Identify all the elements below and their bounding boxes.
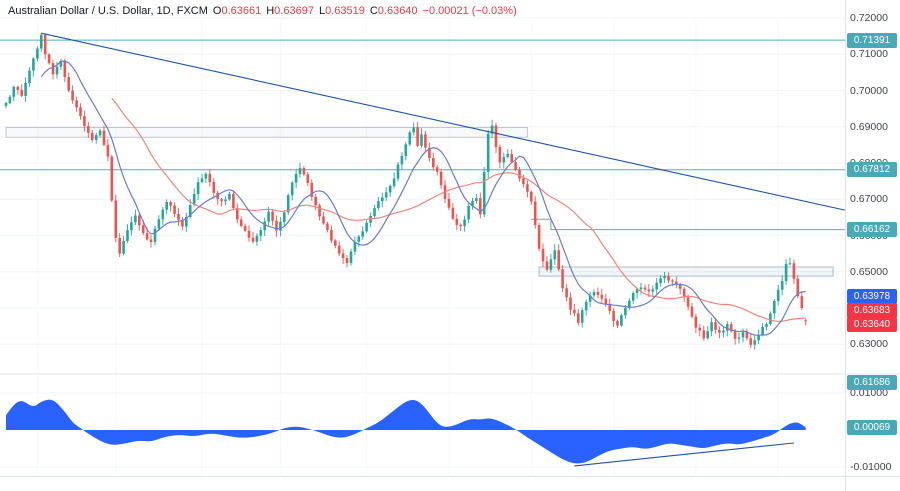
- price-tick-label: 0.69000: [850, 120, 888, 133]
- price-zones[interactable]: [5, 127, 834, 277]
- price-badge: 0.71391: [847, 32, 897, 48]
- price-tick-label: 0.63000: [850, 338, 888, 351]
- price-level-step-line: [531, 218, 845, 231]
- price-axis[interactable]: 0.720000.710000.700000.690000.680000.670…: [845, 0, 900, 491]
- oscillator-trendline[interactable]: [574, 442, 794, 467]
- open-value: 0.63661: [221, 5, 262, 17]
- price-badge: 0.61686: [847, 374, 897, 390]
- price-tick-label: 0.01000: [850, 387, 888, 399]
- low-value: 0.63519: [325, 5, 365, 17]
- zone-rectangle: [538, 266, 834, 277]
- high-label: H: [266, 5, 275, 17]
- price-badge: 0.63683: [847, 303, 897, 318]
- price-tick-label: -0.01000: [850, 461, 892, 473]
- price-tick-label: 0.72000: [850, 12, 888, 24]
- close-value: 0.63640: [377, 5, 418, 17]
- candles: [4, 33, 807, 350]
- ma-fast-line[interactable]: [40, 60, 806, 336]
- oscillator-area[interactable]: [6, 399, 806, 464]
- low-label: L: [318, 5, 326, 17]
- symbol-legend[interactable]: Australian Dollar / U.S. Dollar, 1D, FXC…: [8, 5, 517, 17]
- zone-rectangle: [5, 127, 528, 138]
- trendline[interactable]: [41, 32, 846, 211]
- price-tick-label: 0.71000: [850, 48, 888, 61]
- grid-lines: [0, 17, 845, 476]
- price-badge: 0.66162: [847, 222, 897, 238]
- price-badge: 0.63978: [847, 288, 897, 304]
- price-badge: 0.67812: [847, 162, 897, 178]
- price-tick-label: 0.65000: [850, 265, 888, 278]
- close-label: C: [369, 5, 378, 17]
- high-value: 0.63697: [274, 5, 314, 17]
- price-tick-label: 0.67000: [850, 193, 888, 206]
- open-label: O: [212, 5, 222, 17]
- change-value: −0.00021 (−0.03%): [422, 5, 517, 17]
- price-tick-label: 0.70000: [850, 84, 888, 97]
- price-badge: 0.63640: [847, 317, 897, 332]
- symbol-title: Australian Dollar / U.S. Dollar, 1D, FXC…: [8, 5, 208, 17]
- price-badge: 0.00069: [847, 419, 897, 435]
- time-axis[interactable]: FebMarAprMayJunJulAugSepOctNov: [0, 477, 845, 491]
- horizontal-levels[interactable]: [0, 39, 845, 231]
